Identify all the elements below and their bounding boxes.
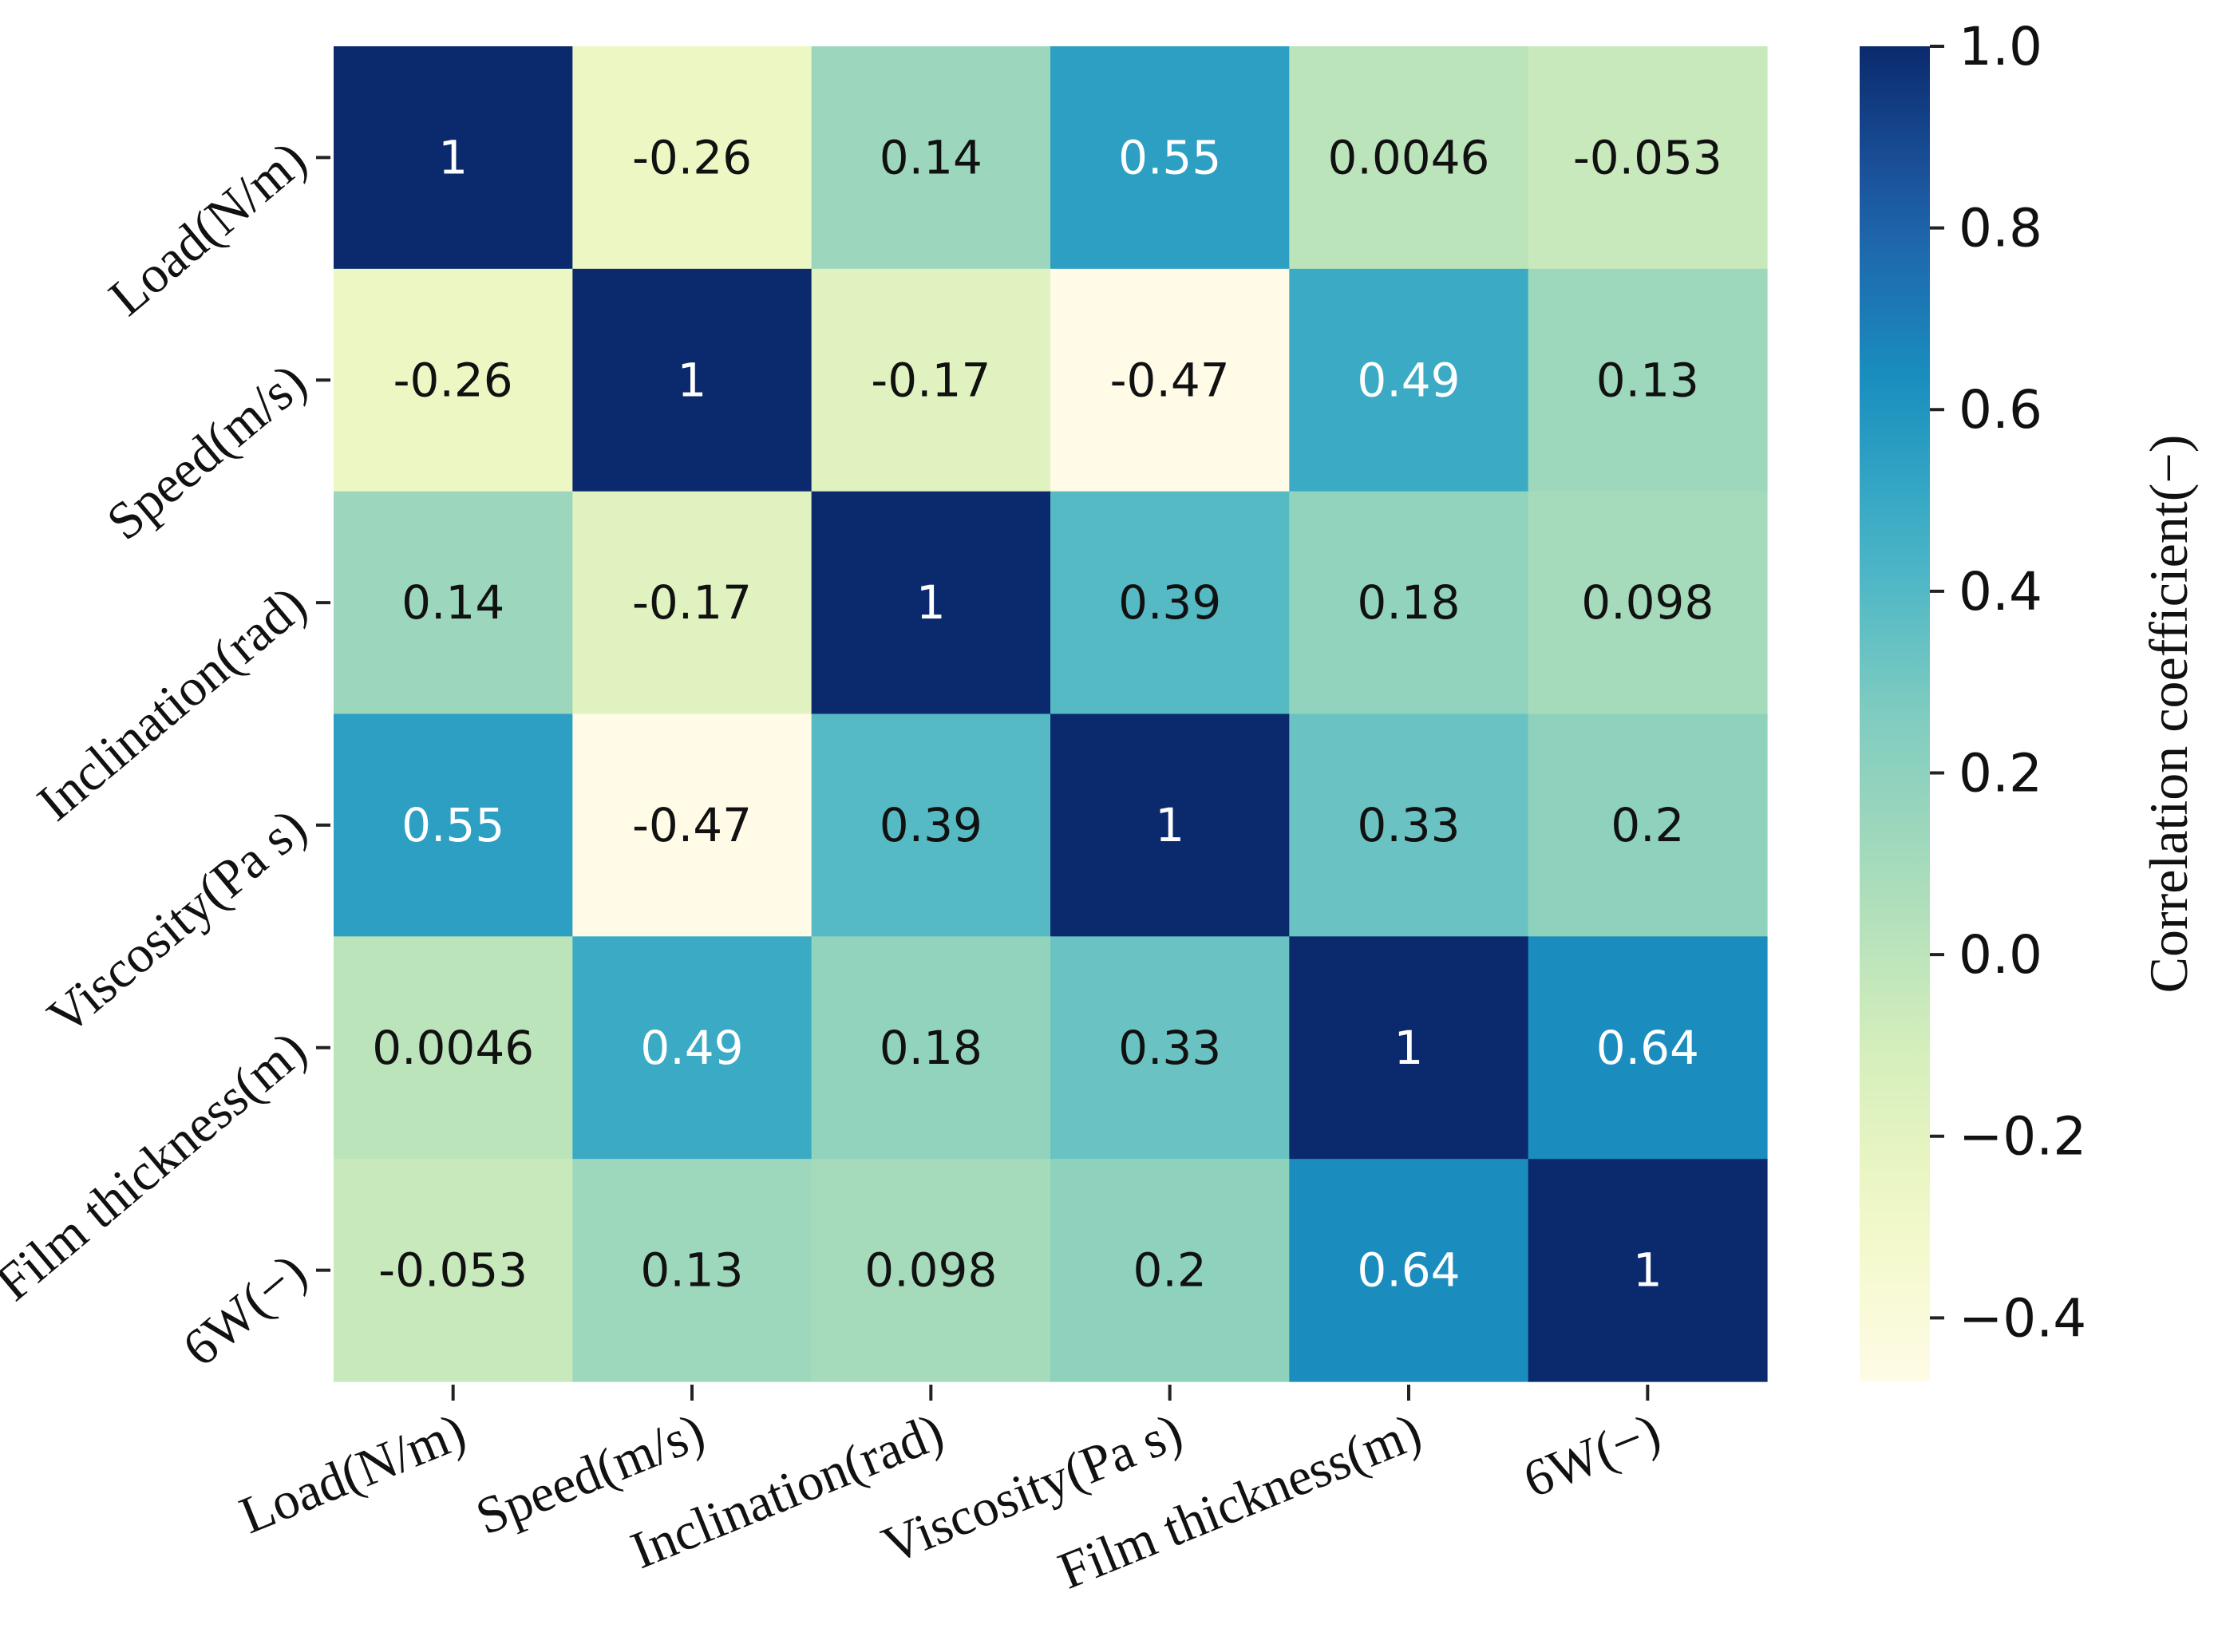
colorbar-tick-label: −0.2 [1959, 1106, 2086, 1168]
cell-value-label: 0.33 [1118, 1021, 1221, 1075]
heatmap-cell [1289, 936, 1529, 1160]
cell-value-label: -0.47 [1110, 353, 1230, 407]
y-tick-label: Speed(m/s) [96, 353, 317, 551]
cell-value-label: 0.2 [1611, 798, 1684, 852]
heatmap-cell [1289, 1159, 1529, 1382]
heatmap-cell [1528, 1159, 1768, 1382]
heatmap-cell [1050, 46, 1290, 270]
cell-value-label: 0.55 [401, 798, 504, 852]
heatmap-cell [811, 268, 1051, 492]
cell-value-label: 0.33 [1357, 798, 1460, 852]
cell-value-label: 1 [1155, 798, 1184, 852]
heatmap-cell [1528, 268, 1768, 492]
colorbar-tick-label: −0.4 [1959, 1287, 2086, 1349]
heatmap-cell [1528, 46, 1768, 270]
cell-value-label: -0.053 [378, 1243, 528, 1298]
cell-value-label: 1 [916, 575, 946, 630]
cell-value-label: 1 [678, 353, 707, 407]
colorbar: 1.0 0.8 0.6 0.4 0.2 0.0 −0.2 −0.4 Correlation co… [1860, 16, 2199, 1381]
heatmap-cell [572, 46, 812, 270]
colorbar-tick-label: 0.8 [1959, 198, 2042, 259]
heatmap-cells [334, 46, 1768, 1382]
heatmap-cell [334, 491, 573, 715]
y-tick-label: Inclination(rad) [26, 575, 317, 832]
cell-value-label: 0.13 [1596, 353, 1699, 407]
heatmap-cell [1528, 713, 1768, 937]
heatmap-cell [334, 268, 573, 492]
heatmap-cell [1289, 491, 1529, 715]
cell-value-label: -0.26 [393, 353, 513, 407]
cell-value-label: 0.098 [1581, 575, 1714, 630]
cell-value-label: -0.26 [632, 130, 752, 184]
cell-value-label: 1 [1394, 1021, 1424, 1075]
heatmap-cell [1528, 936, 1768, 1160]
heatmap-cell [1289, 713, 1529, 937]
y-tick-label: Load(N/m) [98, 130, 317, 327]
heatmap-cell [572, 491, 812, 715]
cell-value-label: -0.053 [1573, 130, 1722, 184]
cell-value-label: -0.47 [632, 798, 752, 852]
heatmap-cell [811, 1159, 1051, 1382]
cell-value-label: 0.18 [880, 1021, 982, 1075]
cell-value-label: 0.18 [1357, 575, 1460, 630]
cell-value-label: 0.64 [1357, 1243, 1460, 1298]
heatmap-cell [1050, 713, 1290, 937]
cell-value-label: 0.64 [1596, 1021, 1699, 1075]
colorbar-tick-label: 1.0 [1959, 16, 2042, 77]
colorbar-tick-label: 0.2 [1959, 742, 2042, 804]
cell-value-label: -0.17 [632, 575, 752, 630]
heatmap-cell [1050, 491, 1290, 715]
cell-value-label: 0.49 [640, 1021, 743, 1075]
heatmap-cell [1289, 46, 1529, 270]
heatmap-cell [1050, 1159, 1290, 1382]
heatmap-cell [1289, 268, 1529, 492]
colorbar-tick-label: 0.6 [1959, 379, 2042, 441]
heatmap-cell [572, 1159, 812, 1382]
y-axis: Load(N/m) Speed(m/s) Inclination(rad)Visco… [0, 130, 330, 1378]
cell-value-label: -0.17 [871, 353, 990, 407]
heatmap-cell [334, 713, 573, 937]
heatmap-cell [334, 46, 573, 270]
heatmap-cell [811, 936, 1051, 1160]
colorbar-tick-label: 0.4 [1959, 561, 2042, 622]
cell-value-label: 0.55 [1118, 130, 1221, 184]
cell-value-label: 0.2 [1133, 1243, 1207, 1298]
heatmap-cell [1528, 491, 1768, 715]
heatmap-cell [572, 713, 812, 937]
cell-value-label: 0.14 [401, 575, 504, 630]
heatmap-cell [1050, 268, 1290, 492]
heatmap-cell [334, 1159, 573, 1382]
cell-value-label: 0.39 [1118, 575, 1221, 630]
cell-value-label: 0.49 [1357, 353, 1460, 407]
colorbar-gradient [1860, 46, 1930, 1381]
cell-value-label: 1 [438, 130, 468, 184]
x-tick-label: 6W(−) [1516, 1402, 1668, 1509]
y-tick-label: 6W(−) [172, 1243, 318, 1377]
heatmap-cell [572, 268, 812, 492]
heatmap-cell [811, 713, 1051, 937]
cell-value-label: 0.0046 [372, 1021, 534, 1075]
cell-value-label: 0.0046 [1328, 130, 1490, 184]
heatmap-cell [811, 491, 1051, 715]
heatmap-cell [811, 46, 1051, 270]
colorbar-tick-label: 0.0 [1959, 924, 2042, 986]
x-tick-label: Load(N/m) [232, 1402, 474, 1545]
heatmap-cell [572, 936, 812, 1160]
heatmap-cell [334, 936, 573, 1160]
y-tick-label: Viscosity(Pa s) [37, 797, 317, 1045]
cell-value-label: 0.13 [640, 1243, 743, 1298]
x-axis: Load(N/m)Speed(m/s)Inclination(rad)Visco… [232, 1385, 1668, 1601]
cell-value-label: 0.14 [880, 130, 982, 184]
cell-value-label: 0.39 [880, 798, 982, 852]
heatmap-cell-labels: 1 -0.26 0.14 0.55 0.0046 -0.053 -0.26 1 -0.17 -0.… [372, 130, 1722, 1297]
cell-value-label: 1 [1633, 1243, 1663, 1298]
heatmap-cell [1050, 936, 1290, 1160]
colorbar-title: Correlation coefficient(−) [2138, 435, 2199, 994]
cell-value-label: 0.098 [864, 1243, 997, 1298]
